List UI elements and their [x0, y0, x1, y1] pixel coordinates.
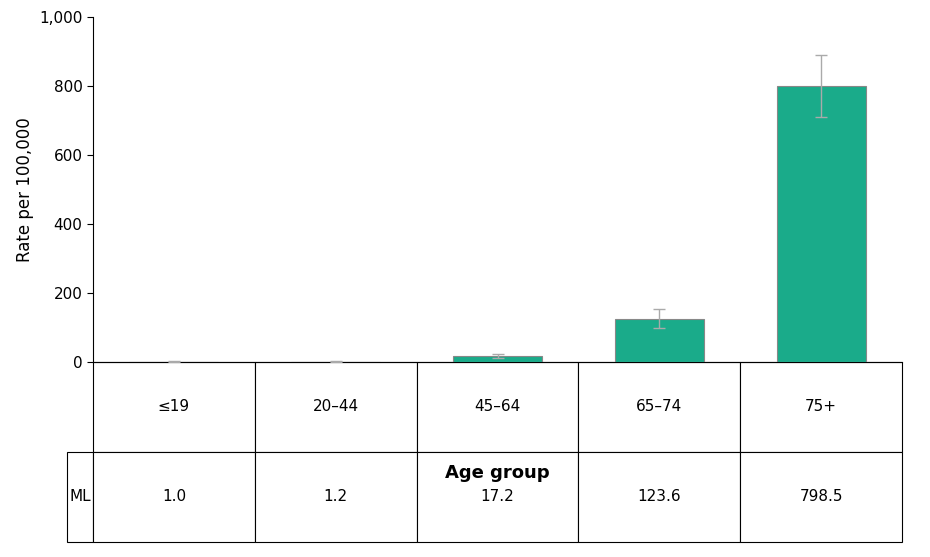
- Bar: [615, 319, 704, 362]
- X-axis label: Age group: Age group: [445, 464, 550, 482]
- Y-axis label: Rate per 100,000: Rate per 100,000: [16, 117, 33, 262]
- Bar: [453, 356, 542, 362]
- Bar: [777, 86, 866, 362]
